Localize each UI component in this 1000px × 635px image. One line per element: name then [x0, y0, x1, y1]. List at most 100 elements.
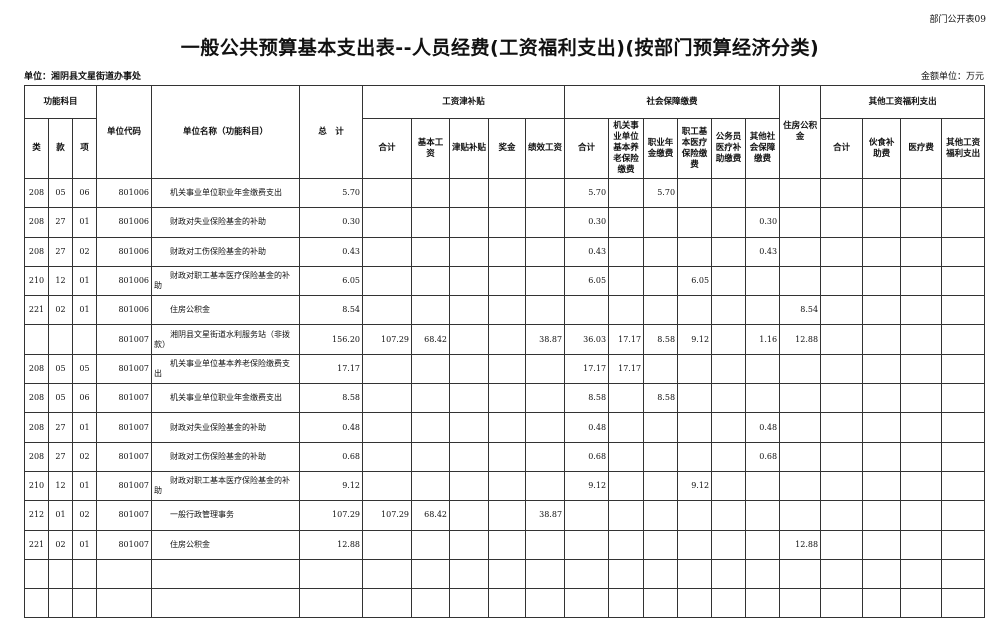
amount-cell: [525, 529, 566, 560]
amount-cell: [677, 383, 713, 414]
amount-cell: [449, 324, 490, 355]
amount-cell: [449, 441, 490, 472]
amount-cell: [900, 265, 943, 297]
amount-cell: [779, 353, 822, 385]
unit-name-cell: 湘阴县文星街道水利服务站（非拨款）: [151, 324, 301, 355]
page-title: 一般公共预算基本支出表--人员经费(工资福利支出)(按部门预算经济分类): [180, 37, 820, 59]
amount-cell: [941, 529, 986, 560]
header-other-col: 伙食补助费: [862, 118, 902, 179]
amount-cell: [862, 529, 902, 560]
subject-code-cell: 27: [48, 441, 73, 472]
unit-name-cell: 机关事业单位职业年金缴费支出: [151, 383, 301, 414]
unit-code-cell: 801006: [96, 265, 153, 297]
unit-code-cell: 801006: [96, 207, 153, 238]
amount-cell: [745, 558, 781, 590]
amount-cell: [643, 295, 679, 326]
header-lei: 类: [24, 118, 49, 179]
amount-cell: [362, 588, 413, 619]
unit-name-cell: 机关事业单位基本养老保险缴费支出: [151, 353, 301, 385]
subject-code-cell: 01: [71, 470, 98, 502]
amount-cell: [862, 353, 902, 385]
unit-code-cell: 801007: [96, 383, 153, 414]
amount-cell: [488, 470, 527, 502]
amount-cell: [862, 500, 902, 531]
amount-cell: [677, 177, 713, 209]
amount-cell: [941, 588, 986, 619]
amount-cell: [677, 295, 713, 326]
subject-code-cell: 210: [24, 470, 49, 502]
amount-cell: 107.29: [362, 324, 413, 355]
amount-cell: [677, 353, 713, 385]
header-social-col: 其他社会保障缴费: [745, 118, 781, 179]
amount-cell: [900, 441, 943, 472]
amount-cell: [941, 470, 986, 502]
subject-code-cell: 05: [48, 383, 73, 414]
amount-cell: [525, 441, 566, 472]
unit-code-cell: 801006: [96, 236, 153, 267]
amount-cell: [677, 236, 713, 267]
amount-cell: [362, 383, 413, 414]
unit-name-cell: 财政对失业保险基金的补助: [151, 207, 301, 238]
amount-cell: [941, 558, 986, 590]
amount-cell: [779, 412, 822, 443]
amount-cell: 5.70: [643, 177, 679, 209]
amount-cell: [525, 177, 566, 209]
amount-cell: [941, 236, 986, 267]
unit-code-cell: 801007: [96, 412, 153, 443]
amount-cell: [449, 295, 490, 326]
amount-cell: [862, 295, 902, 326]
amount-cell: [608, 470, 645, 502]
header-social-col: 公务员医疗补助缴费: [711, 118, 747, 179]
table-row: [24, 588, 986, 619]
amount-cell: [862, 441, 902, 472]
amount-cell: [643, 353, 679, 385]
amount-cell: [820, 412, 864, 443]
amount-cell: [525, 207, 566, 238]
amount-cell: 0.30: [564, 207, 610, 238]
amount-cell: [449, 558, 490, 590]
budget-table: 功能科目 单位代码 单位名称（功能科目） 总 计 工资津补贴 社会保障缴费 住房…: [23, 85, 986, 619]
amount-cell: [711, 441, 747, 472]
amount-cell: 156.20: [299, 324, 364, 355]
subject-code-cell: 27: [48, 412, 73, 443]
amount-cell: [411, 441, 451, 472]
unit-name-cell: 财政对失业保险基金的补助: [151, 412, 301, 443]
amount-cell: [941, 412, 986, 443]
header-social-col: 机关事业单位基本养老保险缴费: [608, 118, 645, 179]
amount-cell: [411, 236, 451, 267]
amount-cell: 0.48: [299, 412, 364, 443]
amount-cell: [299, 588, 364, 619]
table-row: 208 27 01 801007 财政对失业保险基金的补助 0.48 0.48 0.48: [24, 412, 986, 443]
amount-cell: [779, 588, 822, 619]
unit-name-cell: 一般行政管理事务: [151, 500, 301, 531]
amount-cell: [900, 412, 943, 443]
amount-cell: [525, 383, 566, 414]
subject-code-cell: [48, 558, 73, 590]
amount-cell: [608, 412, 645, 443]
subject-code-cell: 208: [24, 207, 49, 238]
amount-cell: 6.05: [677, 265, 713, 297]
header-wage-col: 合计: [362, 118, 413, 179]
header-unit-name: 单位名称（功能科目）: [151, 85, 301, 179]
header-housing-fund: 住房公积金: [779, 85, 822, 179]
amount-cell: [488, 295, 527, 326]
amount-cell: 8.58: [643, 324, 679, 355]
subject-code-cell: [71, 324, 98, 355]
amount-cell: 36.03: [564, 324, 610, 355]
amount-cell: [411, 353, 451, 385]
amount-cell: [711, 383, 747, 414]
amount-cell: [820, 207, 864, 238]
unit-name-cell: 财政对工伤保险基金的补助: [151, 441, 301, 472]
amount-cell: [900, 558, 943, 590]
amount-cell: [525, 470, 566, 502]
amount-cell: [820, 353, 864, 385]
amount-cell: [564, 588, 610, 619]
amount-cell: [488, 500, 527, 531]
amount-cell: [820, 500, 864, 531]
amount-cell: [488, 412, 527, 443]
amount-cell: [820, 236, 864, 267]
amount-cell: [564, 558, 610, 590]
amount-cell: [449, 500, 490, 531]
amount-cell: [862, 558, 902, 590]
subject-code-cell: 208: [24, 383, 49, 414]
